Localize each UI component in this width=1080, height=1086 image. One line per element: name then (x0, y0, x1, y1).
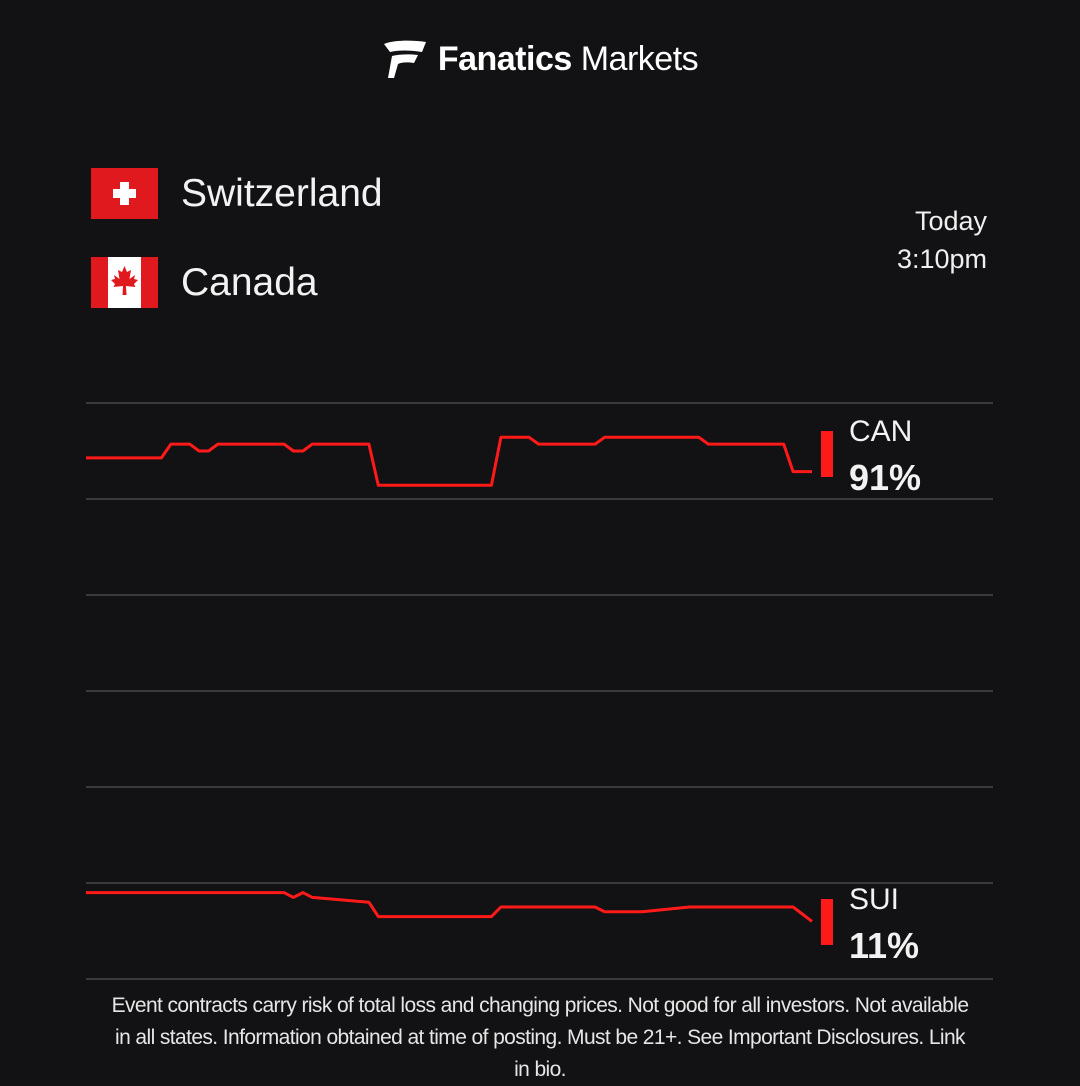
team-row-canada: Canada (91, 257, 318, 308)
series-label-can: CAN (849, 415, 912, 448)
series-label-sui: SUI (849, 883, 899, 916)
series-end-marker-can (821, 431, 833, 477)
brand-name-light: Markets (580, 40, 699, 78)
series-line-sui (86, 891, 813, 923)
fanatics-flag-icon (383, 40, 426, 78)
brand-wordmark: Fanatics Markets (437, 40, 699, 78)
series-value-sui: 11% (849, 925, 919, 966)
grid-layer (86, 402, 993, 980)
series-value-can: 91% (849, 457, 921, 498)
flag-canada-icon (91, 257, 158, 308)
brand-header: Fanatics Markets (0, 40, 1080, 78)
brand-name-bold: Fanatics (437, 40, 572, 78)
legal-disclaimer: Event contracts carry risk of total loss… (111, 994, 969, 1081)
series-layer (86, 431, 833, 945)
timestamp-day: Today (914, 206, 987, 236)
timestamp: Today 3:10pm (897, 202, 987, 278)
team-name-switzerland: Switzerland (181, 172, 383, 215)
timestamp-time: 3:10pm (896, 244, 987, 274)
label-layer: CAN 91% SUI 11% (849, 415, 921, 966)
team-name-canada: Canada (181, 261, 318, 304)
flag-switzerland-icon (91, 168, 158, 219)
team-row-switzerland: Switzerland (91, 168, 383, 219)
series-end-marker-sui (821, 899, 833, 945)
series-line-can (86, 435, 812, 487)
